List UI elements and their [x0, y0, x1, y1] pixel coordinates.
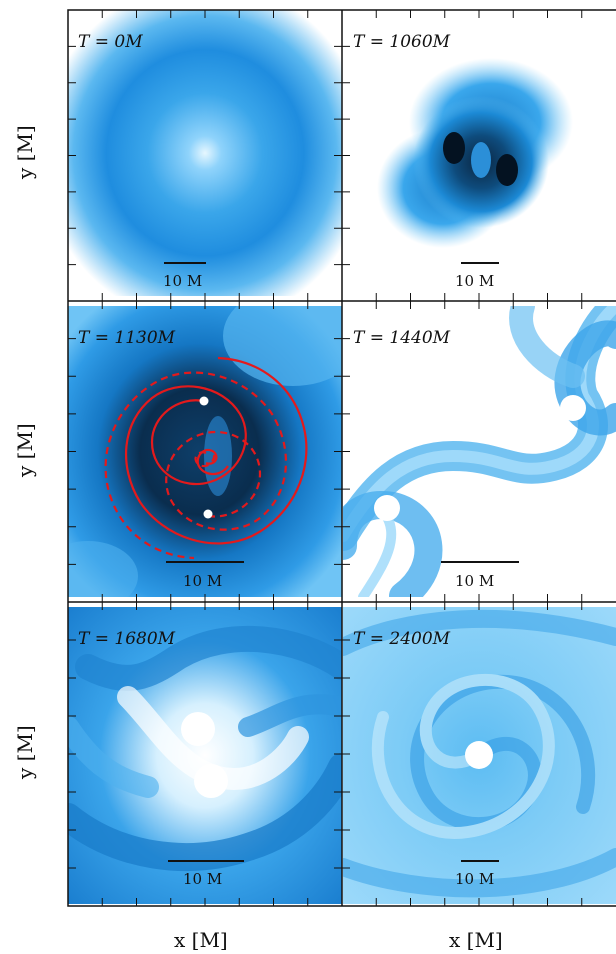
scale-bar	[164, 262, 206, 264]
scale-bar-label: 10 M	[183, 572, 223, 590]
scale-bar-label: 10 M	[455, 272, 495, 290]
density-map-t1060	[343, 10, 616, 296]
y-axis-label: y [M]	[13, 725, 37, 779]
y-axis-label: y [M]	[13, 125, 37, 179]
panel-t2400: T = 2400M 10 M	[343, 607, 616, 904]
panel-t1130: T = 1130M 10 M	[68, 306, 342, 597]
scale-bar-label: 10 M	[455, 572, 495, 590]
scale-bar	[168, 860, 244, 862]
time-label: T = 1060M	[353, 32, 451, 52]
y-axis-label: y [M]	[13, 423, 37, 477]
x-axis-label: x [M]	[449, 928, 503, 952]
scale-bar-label: 10 M	[455, 870, 495, 888]
time-label: T = 1680M	[78, 629, 176, 649]
scale-bar	[166, 561, 244, 563]
panel-t0: T = 0M 10 M	[68, 10, 342, 296]
panel-t1680: T = 1680M 10 M	[68, 607, 342, 904]
time-label: T = 1440M	[353, 328, 451, 348]
scale-bar	[461, 860, 499, 862]
panel-t1060: T = 1060M 10 M	[343, 10, 616, 296]
density-map-t1440	[343, 306, 616, 597]
scale-bar	[441, 561, 519, 563]
scale-bar	[461, 262, 499, 264]
panel-t1440: T = 1440M 10 M	[343, 306, 616, 597]
density-map-t1680	[68, 607, 342, 904]
x-axis-label: x [M]	[174, 928, 228, 952]
scale-bar-label: 10 M	[163, 272, 203, 290]
scale-bar-label: 10 M	[183, 870, 223, 888]
time-label: T = 1130M	[78, 328, 176, 348]
time-label: T = 0M	[78, 32, 143, 52]
density-map-t0	[68, 10, 342, 296]
density-map-t1130	[68, 306, 342, 597]
density-map-t2400	[343, 607, 616, 904]
time-label: T = 2400M	[353, 629, 451, 649]
